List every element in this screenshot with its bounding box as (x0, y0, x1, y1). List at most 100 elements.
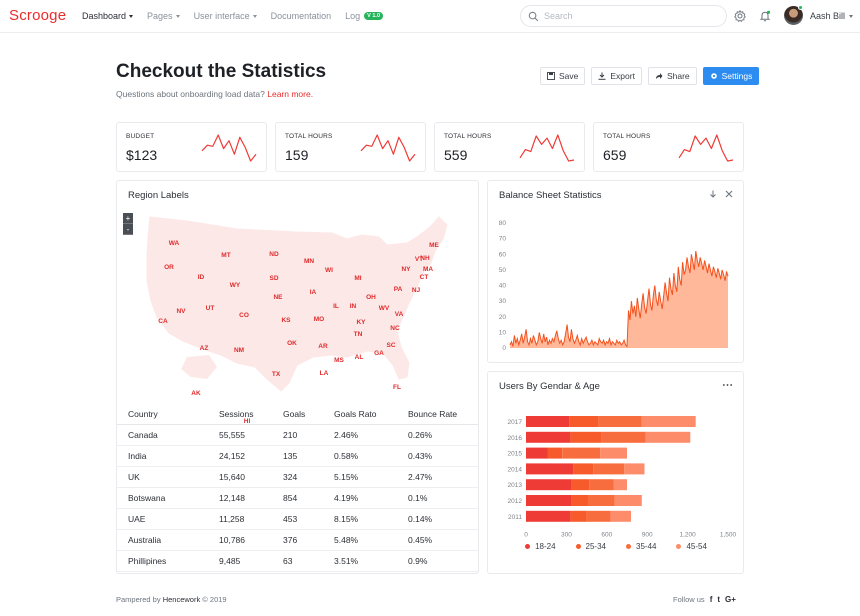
save-label: Save (559, 71, 579, 81)
y-tick-label: 60 (499, 251, 507, 258)
stat-card-budget: BUDGET $123 (116, 122, 267, 172)
sparkline-series (360, 134, 416, 162)
state-label-ga: GA (374, 350, 384, 357)
map-zoom-controls: + - (123, 213, 133, 235)
state-label-nh: NH (420, 255, 430, 262)
legend-item[interactable]: 35-44 (626, 542, 656, 551)
username-label: Aash Bill (810, 11, 846, 21)
facebook-icon[interactable]: f (709, 595, 713, 604)
nav-item-dashboard[interactable]: Dashboard (82, 11, 134, 21)
version-badge: V 1.0 (364, 12, 384, 20)
settings-button[interactable]: Settings (702, 67, 760, 85)
state-label-ak: AK (191, 390, 201, 397)
y-category-label: 2017 (508, 419, 523, 426)
state-label-ut: UT (206, 305, 215, 312)
area-series-fill (510, 251, 728, 348)
user-menu[interactable]: Aash Bill (810, 11, 854, 21)
caret-down-icon (849, 14, 854, 18)
google-plus-icon[interactable]: G+ (725, 595, 736, 604)
area-series-line (509, 251, 729, 348)
card-title: Balance Sheet Statistics (499, 190, 602, 201)
sparkline-chart (678, 134, 734, 162)
bar-segment-25-34 (569, 416, 599, 427)
column-header: Goals (272, 405, 323, 425)
stat-label: BUDGET (126, 133, 155, 140)
gear-icon[interactable] (734, 10, 746, 22)
state-label-ok: OK (287, 340, 297, 347)
table-cell: 0.26% (397, 424, 479, 446)
nav-label: Pages (147, 11, 173, 21)
state-label-ca: CA (158, 318, 168, 325)
table-cell: 63 (272, 550, 323, 572)
zoom-out-button[interactable]: - (123, 224, 133, 235)
column-header: Goals Rato (323, 405, 397, 425)
state-label-nv: NV (176, 308, 186, 315)
search-box[interactable] (520, 5, 727, 27)
follow-us-label: Follow us (673, 595, 705, 604)
state-label-wi: WI (325, 267, 333, 274)
zoom-in-button[interactable]: + (123, 213, 133, 224)
table-cell: 0.45% (397, 529, 479, 551)
legend-item[interactable]: 18-24 (525, 542, 556, 551)
save-icon (547, 72, 555, 80)
caret-down-icon (175, 14, 180, 18)
state-label-ne: NE (273, 294, 283, 301)
close-icon[interactable] (725, 190, 733, 198)
state-label-in: IN (350, 303, 357, 310)
table-cell: 2.46% (323, 424, 397, 446)
bar-segment-25-34 (573, 463, 594, 475)
y-category-label: 2013 (508, 482, 523, 489)
share-button[interactable]: Share (647, 67, 697, 85)
table-row: Botswana 12,148 854 4.19% 0.1% (117, 487, 479, 509)
gear-icon (710, 73, 717, 79)
bar-segment-18-24 (526, 479, 572, 491)
bar-segment-25-34 (570, 431, 602, 443)
footer-text: Pampered by (116, 595, 163, 604)
nav-item-documentation[interactable]: Documentation (271, 11, 332, 21)
bell-icon[interactable] (759, 10, 771, 22)
us-map[interactable] (117, 207, 479, 402)
nav-item-pages[interactable]: Pages (147, 11, 180, 21)
balance-area-chart: 0 10 20 30 40 50 60 70 80 (499, 220, 729, 352)
search-input[interactable] (544, 11, 714, 21)
table-row: Phillipines 9,485 63 3.51% 0.9% (117, 550, 479, 572)
state-label-or: OR (164, 264, 174, 271)
state-label-me: ME (429, 242, 439, 249)
state-label-nc: NC (390, 325, 400, 332)
table-cell: 324 (272, 466, 323, 488)
brand-logo[interactable]: Scrooge (9, 7, 67, 24)
arrow-down-icon[interactable] (709, 190, 717, 198)
export-button[interactable]: Export (591, 67, 642, 85)
footer-brand-link[interactable]: Hencework (162, 595, 201, 604)
bar-segment-45-54 (600, 447, 627, 459)
table-cell: 0.43% (397, 445, 479, 467)
table-cell: India (117, 445, 208, 467)
bar-segment-25-34 (547, 447, 563, 459)
state-label-la: LA (320, 370, 329, 377)
legend-label: 25-34 (585, 542, 606, 551)
table-cell: 8.15% (323, 508, 397, 530)
legend-item[interactable]: 45-54 (676, 542, 707, 551)
avatar[interactable] (784, 6, 803, 25)
y-tick-label: 40 (499, 283, 507, 290)
table-cell: 0.1% (397, 487, 479, 509)
footer-credit: Pampered by Hencework © 2019 (116, 595, 227, 604)
nav-item-user-interface[interactable]: User interface (194, 11, 257, 21)
table-cell: 55,555 (208, 424, 272, 446)
legend-item[interactable]: 25-34 (575, 542, 606, 551)
stat-value: 559 (444, 147, 468, 163)
table-cell: UAE (117, 508, 208, 530)
table-row: Canada 55,555 210 2.46% 0.26% (117, 424, 479, 446)
bar-segment-35-44 (586, 510, 611, 522)
table-cell: UK (117, 466, 208, 488)
twitter-icon[interactable]: t (717, 595, 721, 604)
nav-item-log[interactable]: Log V 1.0 (345, 11, 384, 21)
header-actions: Save Export Share Settings (540, 67, 760, 85)
state-label-ct: CT (420, 274, 429, 281)
table-cell: 15,640 (208, 466, 272, 488)
stat-label: TOTAL HOURS (285, 133, 333, 140)
more-horizontal-icon[interactable] (722, 381, 733, 389)
learn-more-link[interactable]: Learn more. (267, 89, 314, 99)
table-header-row: Country Sessions Goals Goals Rato Bounce… (117, 405, 479, 425)
save-button[interactable]: Save (540, 67, 586, 85)
